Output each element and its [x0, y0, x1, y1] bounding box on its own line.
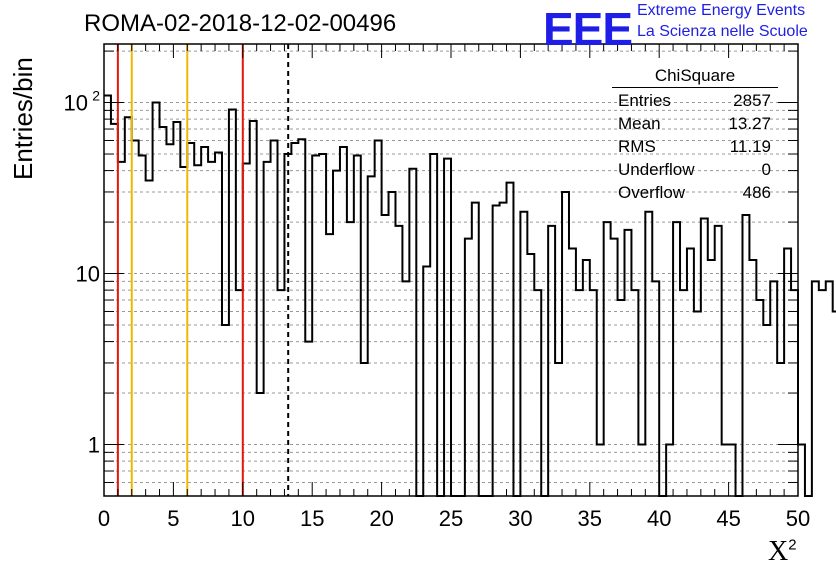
- stats-row: RMS 11.19: [612, 135, 778, 158]
- stats-box: ChiSquare Entries 2857 Mean 13.27 RMS 11.19…: [612, 66, 778, 204]
- stats-value: 486: [742, 183, 771, 202]
- stats-title: ChiSquare: [612, 66, 778, 88]
- x-tick-label: 40: [647, 506, 671, 531]
- stats-value: 0: [761, 160, 771, 179]
- stats-value: 2857: [733, 91, 771, 110]
- eee-logo: EEE: [543, 3, 633, 55]
- run-title: ROMA-02-2018-12-02-00496: [84, 10, 397, 37]
- logo-subtitle-1: Extreme Energy Events: [637, 2, 806, 19]
- x-tick-label: 50: [786, 506, 810, 531]
- y-tick-label: 10: [76, 262, 100, 287]
- x-tick-label: 25: [439, 506, 463, 531]
- stats-row: Mean 13.27: [612, 112, 778, 135]
- x-tick-label: 20: [369, 506, 393, 531]
- y-tick-label: 1: [88, 433, 100, 458]
- y-tick-label: 10: [64, 91, 88, 116]
- x-tick-label: 30: [508, 506, 532, 531]
- x-tick-label: 5: [167, 506, 179, 531]
- y-axis-label: Entries/bin: [8, 57, 38, 180]
- stats-value: 11.19: [729, 137, 771, 156]
- stats-row: Overflow 486: [612, 181, 778, 204]
- stats-label: Overflow: [618, 183, 686, 202]
- stats-label: Entries: [618, 91, 671, 110]
- x-tick-label: 0: [98, 506, 110, 531]
- stats-label: RMS: [618, 137, 656, 156]
- x-tick-label: 45: [716, 506, 740, 531]
- stats-row: Entries 2857: [612, 89, 778, 112]
- x-tick-label: 15: [300, 506, 324, 531]
- stats-label: Mean: [618, 114, 661, 133]
- stats-value: 13.27: [728, 114, 771, 133]
- logo-subtitle-2: La Scienza nelle Scuole: [637, 23, 808, 40]
- stats-label: Underflow: [618, 160, 695, 179]
- x-tick-label: 10: [231, 506, 255, 531]
- stats-row: Underflow 0: [612, 158, 778, 181]
- x-axis-label-exponent: 2: [788, 536, 797, 554]
- x-tick-label: 35: [578, 506, 602, 531]
- x-axis-label: X2: [768, 536, 797, 568]
- x-axis-label-symbol: X: [768, 536, 789, 567]
- y-tick-exponent: 2: [92, 88, 100, 104]
